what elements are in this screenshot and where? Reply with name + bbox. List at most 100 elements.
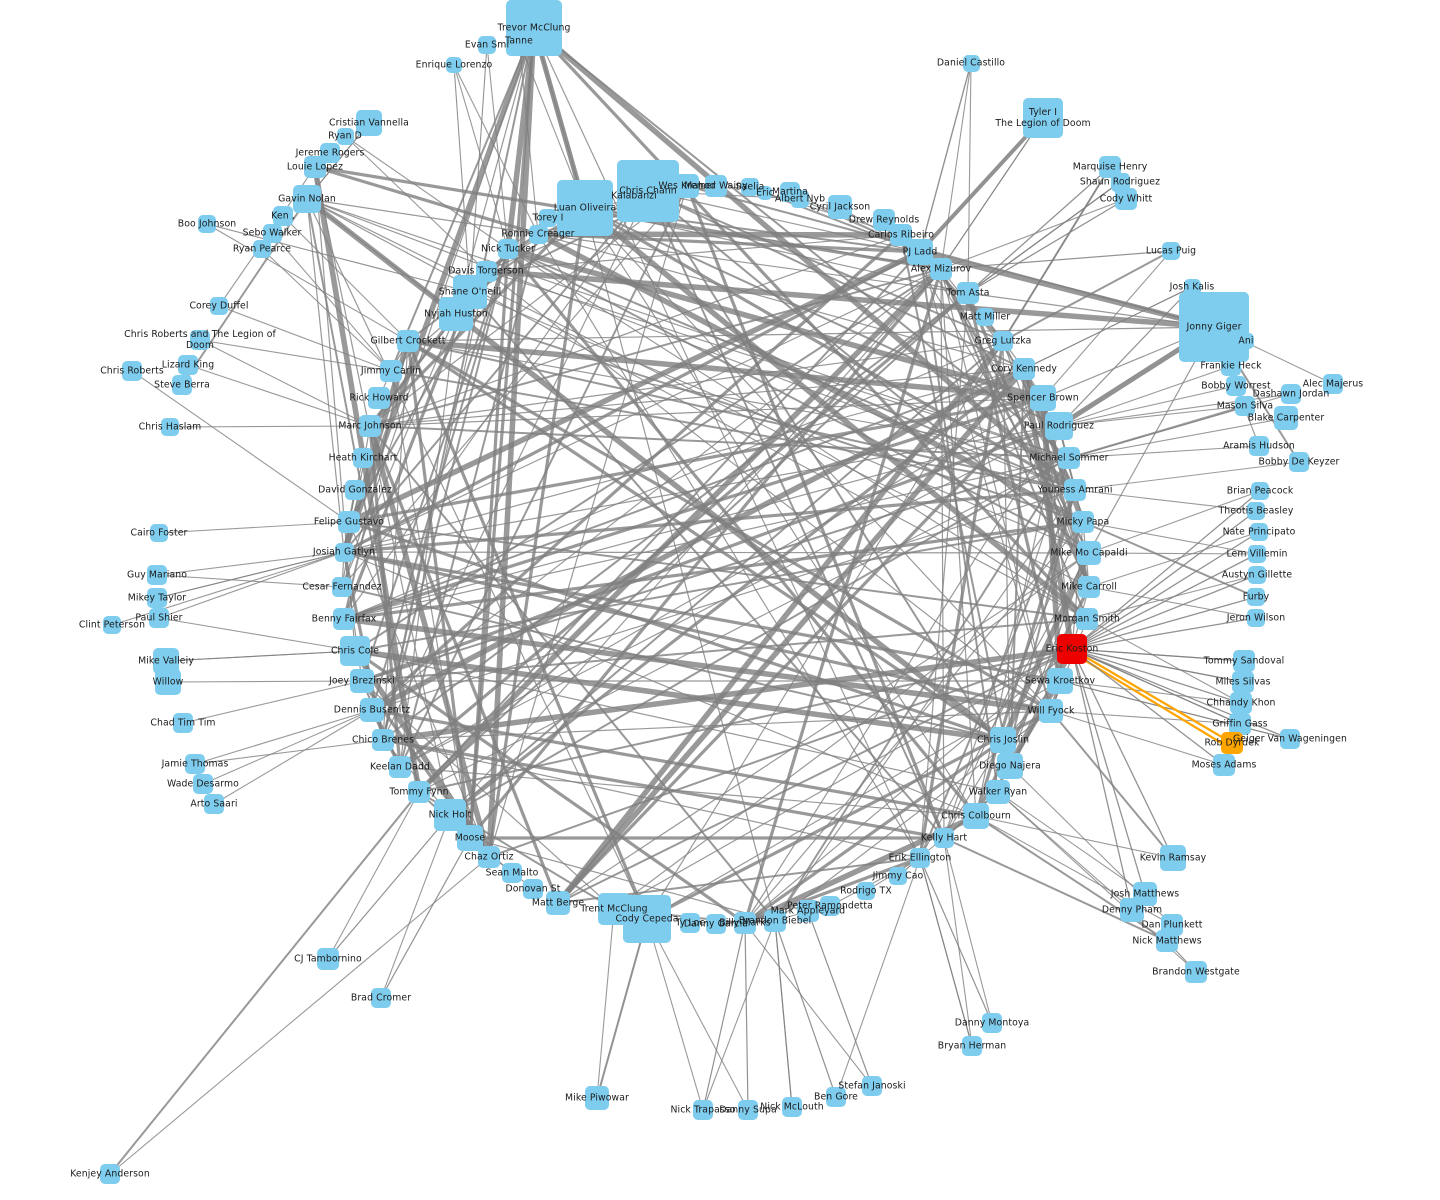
graph-node[interactable] xyxy=(820,896,840,916)
graph-node[interactable] xyxy=(1160,845,1186,871)
graph-node[interactable] xyxy=(528,224,548,244)
graph-node[interactable] xyxy=(498,239,518,259)
graph-node[interactable] xyxy=(990,727,1016,753)
graph-node[interactable] xyxy=(1162,242,1180,260)
graph-node[interactable] xyxy=(997,753,1023,779)
graph-node[interactable] xyxy=(910,848,930,868)
graph-node[interactable] xyxy=(930,258,952,280)
graph-node[interactable] xyxy=(173,713,193,733)
graph-node[interactable] xyxy=(907,239,933,265)
graph-node[interactable] xyxy=(693,1100,713,1120)
graph-node[interactable] xyxy=(1233,650,1255,672)
graph-node[interactable] xyxy=(1247,588,1265,606)
graph-node[interactable] xyxy=(1179,292,1249,362)
graph-node[interactable] xyxy=(982,1013,1002,1033)
graph-node[interactable] xyxy=(1250,523,1268,541)
graph-node[interactable] xyxy=(1156,930,1178,952)
graph-node[interactable] xyxy=(502,863,522,883)
graph-node[interactable] xyxy=(210,297,228,315)
graph-node[interactable] xyxy=(408,781,430,803)
graph-node[interactable] xyxy=(764,910,786,932)
graph-node[interactable] xyxy=(1058,447,1080,469)
graph-node[interactable] xyxy=(372,729,394,751)
graph-node[interactable] xyxy=(619,181,649,211)
graph-node[interactable] xyxy=(190,330,210,350)
graph-node[interactable] xyxy=(356,110,382,136)
graph-node[interactable] xyxy=(161,418,179,436)
graph-node[interactable] xyxy=(1110,172,1130,192)
graph-node[interactable] xyxy=(934,828,954,848)
graph-node[interactable] xyxy=(889,867,907,885)
graph-node[interactable] xyxy=(1023,98,1063,138)
graph-node[interactable] xyxy=(103,616,121,634)
graph-node[interactable] xyxy=(706,914,726,934)
graph-node[interactable] xyxy=(738,1100,758,1120)
graph-node[interactable] xyxy=(1047,668,1073,694)
graph-node[interactable] xyxy=(334,542,354,562)
graph-node[interactable] xyxy=(1076,608,1098,630)
graph-node[interactable] xyxy=(147,565,167,585)
graph-node[interactable] xyxy=(797,900,819,922)
graph-node[interactable] xyxy=(204,794,224,814)
graph-node[interactable] xyxy=(317,948,339,970)
graph-node[interactable] xyxy=(262,223,282,243)
graph-node[interactable] xyxy=(873,209,895,231)
graph-node[interactable] xyxy=(1120,898,1144,922)
graph-node[interactable] xyxy=(623,895,671,943)
graph-node[interactable] xyxy=(826,1087,846,1107)
graph-node[interactable] xyxy=(976,308,994,326)
graph-node[interactable] xyxy=(1249,436,1269,456)
graph-node[interactable] xyxy=(1045,412,1073,440)
graph-node[interactable] xyxy=(1221,356,1241,376)
graph-node[interactable] xyxy=(1213,754,1235,776)
graph-node[interactable] xyxy=(734,912,756,934)
graph-node[interactable] xyxy=(705,175,727,197)
graph-node[interactable] xyxy=(360,698,384,722)
graph-node[interactable] xyxy=(507,29,531,53)
graph-node[interactable] xyxy=(857,882,875,900)
graph-node[interactable] xyxy=(446,57,462,73)
graph-node[interactable] xyxy=(1232,671,1254,693)
graph-node[interactable] xyxy=(1013,358,1035,380)
graph-node[interactable] xyxy=(345,480,365,500)
graph-node[interactable] xyxy=(178,355,198,375)
graph-node[interactable] xyxy=(1077,541,1101,565)
graph-node[interactable] xyxy=(338,511,360,533)
graph-node[interactable] xyxy=(333,608,355,630)
graph-node[interactable] xyxy=(1323,374,1343,394)
graph-node[interactable] xyxy=(389,756,411,778)
graph-node[interactable] xyxy=(332,577,352,597)
graph-node[interactable] xyxy=(172,375,192,395)
graph-node[interactable] xyxy=(368,387,390,409)
graph-node[interactable] xyxy=(193,774,213,794)
graph-node[interactable] xyxy=(350,669,374,693)
graph-node[interactable] xyxy=(122,361,142,381)
graph-node[interactable] xyxy=(1248,566,1266,584)
graph-node[interactable] xyxy=(150,524,168,542)
graph-node[interactable] xyxy=(253,240,271,258)
graph-node[interactable] xyxy=(957,282,979,304)
graph-node[interactable] xyxy=(185,754,205,774)
graph-node[interactable] xyxy=(1039,699,1063,723)
graph-node[interactable] xyxy=(1248,545,1266,563)
graph-node[interactable] xyxy=(523,879,543,899)
graph-node[interactable] xyxy=(1247,502,1265,520)
graph-node[interactable] xyxy=(993,331,1013,351)
graph-node[interactable] xyxy=(1072,511,1094,533)
graph-node[interactable] xyxy=(1226,376,1246,396)
graph-node[interactable] xyxy=(1030,385,1056,411)
graph-node[interactable] xyxy=(340,636,370,666)
graph-node[interactable] xyxy=(680,913,700,933)
graph-node[interactable] xyxy=(546,891,570,915)
graph-node[interactable] xyxy=(758,186,772,200)
graph-node[interactable] xyxy=(478,846,500,868)
graph-node[interactable] xyxy=(986,780,1010,804)
graph-node[interactable] xyxy=(862,1076,882,1096)
graph-node[interactable] xyxy=(1078,576,1100,598)
graph-node[interactable] xyxy=(336,127,354,145)
graph-node[interactable] xyxy=(1235,396,1255,416)
graph-node[interactable] xyxy=(293,185,321,213)
graph-node[interactable] xyxy=(782,1097,802,1117)
